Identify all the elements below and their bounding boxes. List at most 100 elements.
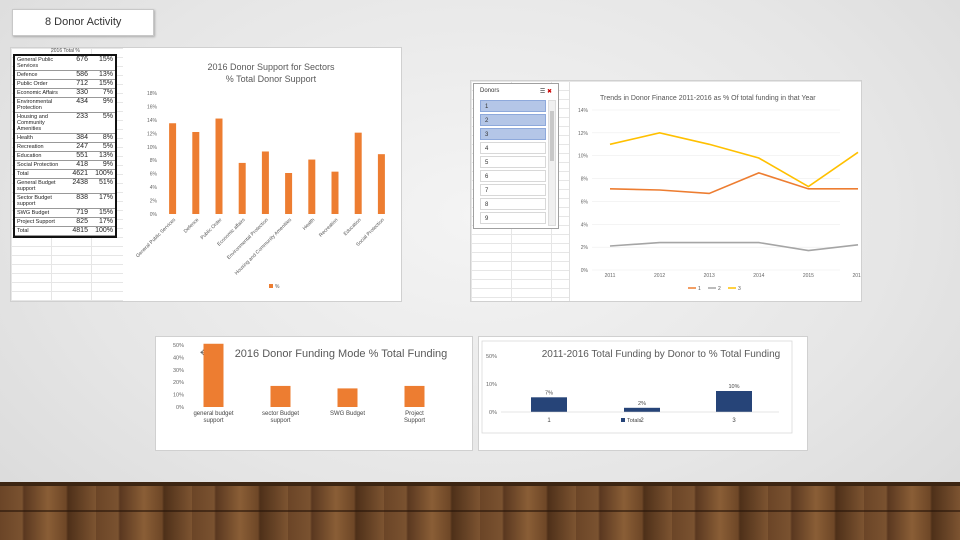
row-label: Public Order	[17, 81, 48, 87]
bar	[308, 159, 316, 214]
table-header: 2016 Total %	[51, 48, 80, 54]
scroll-thumb[interactable]	[550, 111, 554, 161]
row-percent: 13%	[99, 71, 114, 78]
series-line-3	[609, 132, 859, 188]
x-tick-label: 2016	[852, 273, 861, 279]
row-percent: 17%	[99, 218, 114, 225]
slicer-title: Donors	[480, 88, 500, 94]
row-value: 719	[76, 209, 88, 216]
row-label: Environmental Protection	[17, 99, 53, 111]
row-percent: 15%	[99, 80, 114, 87]
table-row: Defence 586 13%	[15, 71, 115, 80]
slicer-item-5[interactable]: 5	[480, 156, 546, 168]
y-tick-label: 10%	[173, 393, 184, 399]
legend-label: 2	[718, 286, 721, 292]
y-tick-label: 16%	[147, 104, 158, 110]
wood-floor	[0, 482, 960, 540]
bar	[404, 385, 425, 407]
x-tick-label: SWG Budget	[330, 411, 365, 417]
table-row: SWG Budget 719 15%	[15, 209, 115, 218]
slicer-items: 1 2 3 4 5 6 7 8 9	[474, 100, 558, 224]
legend-label: Totals	[627, 418, 642, 424]
bar	[261, 151, 269, 214]
row-label: Defence	[17, 72, 38, 78]
series-line-1	[609, 172, 858, 195]
chart-title: 2011-2016 Total Funding by Donor to % To…	[542, 349, 781, 360]
x-tick-label: Defence	[183, 217, 201, 235]
x-tick-label: Environmental Protection	[226, 217, 270, 261]
slicer-item-3[interactable]: 3	[480, 128, 546, 140]
y-tick-label: 2%	[150, 199, 158, 205]
row-value: 233	[76, 113, 88, 120]
row-percent: 17%	[99, 194, 114, 201]
multi-select-icon[interactable]: ☰	[539, 89, 546, 95]
y-tick-label: 4%	[150, 185, 158, 191]
x-tick-label: 1	[547, 418, 551, 424]
row-label: Economic Affairs	[17, 90, 58, 96]
table-row: Recreation 247 5%	[15, 143, 115, 152]
legend-swatch	[269, 284, 273, 288]
y-tick-label: 4%	[581, 222, 589, 228]
y-tick-label: 0%	[581, 268, 589, 274]
trends-dashboard-screenshot: Donors ☰ ✖ 1 2 3 4 5 6 7 8 9 Trends in Donor Fin…	[470, 80, 862, 302]
y-tick-label: 0%	[489, 410, 497, 416]
y-tick-label: 12%	[147, 131, 158, 137]
y-tick-label: 0%	[176, 405, 184, 411]
sector-sheet-screenshot: 2016 Total % General Public Services 676 1…	[10, 47, 402, 302]
bar	[270, 385, 291, 407]
row-label: Recreation	[17, 144, 44, 150]
chart-subtitle: % Total Donor Support	[226, 74, 317, 84]
slicer-item-7[interactable]: 7	[480, 184, 546, 196]
x-tick-label: 2013	[704, 273, 715, 279]
clear-filter-icon[interactable]: ✖	[546, 89, 552, 95]
bar	[169, 123, 177, 214]
slicer-item-8[interactable]: 8	[480, 198, 546, 210]
table-row: Education 551 13%	[15, 152, 115, 161]
slicer-item-4[interactable]: 4	[480, 142, 546, 154]
x-tick-label: Education	[343, 217, 363, 237]
x-tick-label: 2014	[753, 273, 764, 279]
row-value: 2438	[72, 179, 88, 186]
row-value: 4621	[72, 170, 88, 177]
row-value: 838	[76, 194, 88, 201]
slicer-item-6[interactable]: 6	[480, 170, 546, 182]
y-tick-label: 10%	[578, 154, 589, 160]
row-value: 712	[76, 80, 88, 87]
slicer-item-2[interactable]: 2	[480, 114, 546, 126]
row-value: 4815	[72, 227, 88, 234]
x-tick-label: Health	[302, 217, 317, 232]
row-value: 825	[76, 218, 88, 225]
x-tick-label: Public Order	[200, 217, 224, 241]
slicer-scrollbar[interactable]	[548, 100, 556, 226]
row-percent: 51%	[99, 179, 114, 186]
slicer-item-1[interactable]: 1	[480, 100, 546, 112]
chart-title: Trends in Donor Finance 2011-2016 as % O…	[600, 95, 816, 102]
table-row: General Budget support 2438 51%	[15, 179, 115, 194]
row-value: 330	[76, 89, 88, 96]
row-label: Total	[17, 228, 29, 234]
data-label: 10%	[728, 384, 739, 390]
y-tick-label: 14%	[147, 118, 158, 124]
row-percent: 15%	[99, 56, 114, 63]
y-tick-label: 8%	[150, 158, 158, 164]
bar	[238, 162, 246, 214]
table-row: General Public Services 676 15%	[15, 56, 115, 71]
y-tick-label: 50%	[486, 354, 497, 360]
donor-funding-screenshot: 2011-2016 Total Funding by Donor to % To…	[478, 336, 808, 451]
donor-slicer[interactable]: Donors ☰ ✖ 1 2 3 4 5 6 7 8 9	[473, 83, 559, 229]
bar	[531, 397, 567, 412]
row-value: 676	[76, 56, 88, 63]
bar	[716, 391, 752, 412]
x-tick-label: 2	[640, 418, 644, 424]
slicer-item-9[interactable]: 9	[480, 212, 546, 224]
y-tick-label: 0%	[150, 212, 158, 218]
table-row: Housing and Community Amenities 233 5%	[15, 113, 115, 134]
y-tick-label: 30%	[173, 368, 184, 374]
funding-mode-bar-chart: 2016 Donor Funding Mode % Total Funding✥…	[173, 343, 447, 424]
donor-funding-bar-chart: 2011-2016 Total Funding by Donor to % To…	[481, 340, 793, 434]
x-tick-label: Recreation	[318, 217, 339, 238]
row-label: General Public Services	[17, 57, 54, 69]
y-tick-label: 18%	[147, 91, 158, 97]
x-tick-label: sector Budget	[262, 411, 299, 417]
x-tick-label: general budget	[193, 411, 233, 417]
